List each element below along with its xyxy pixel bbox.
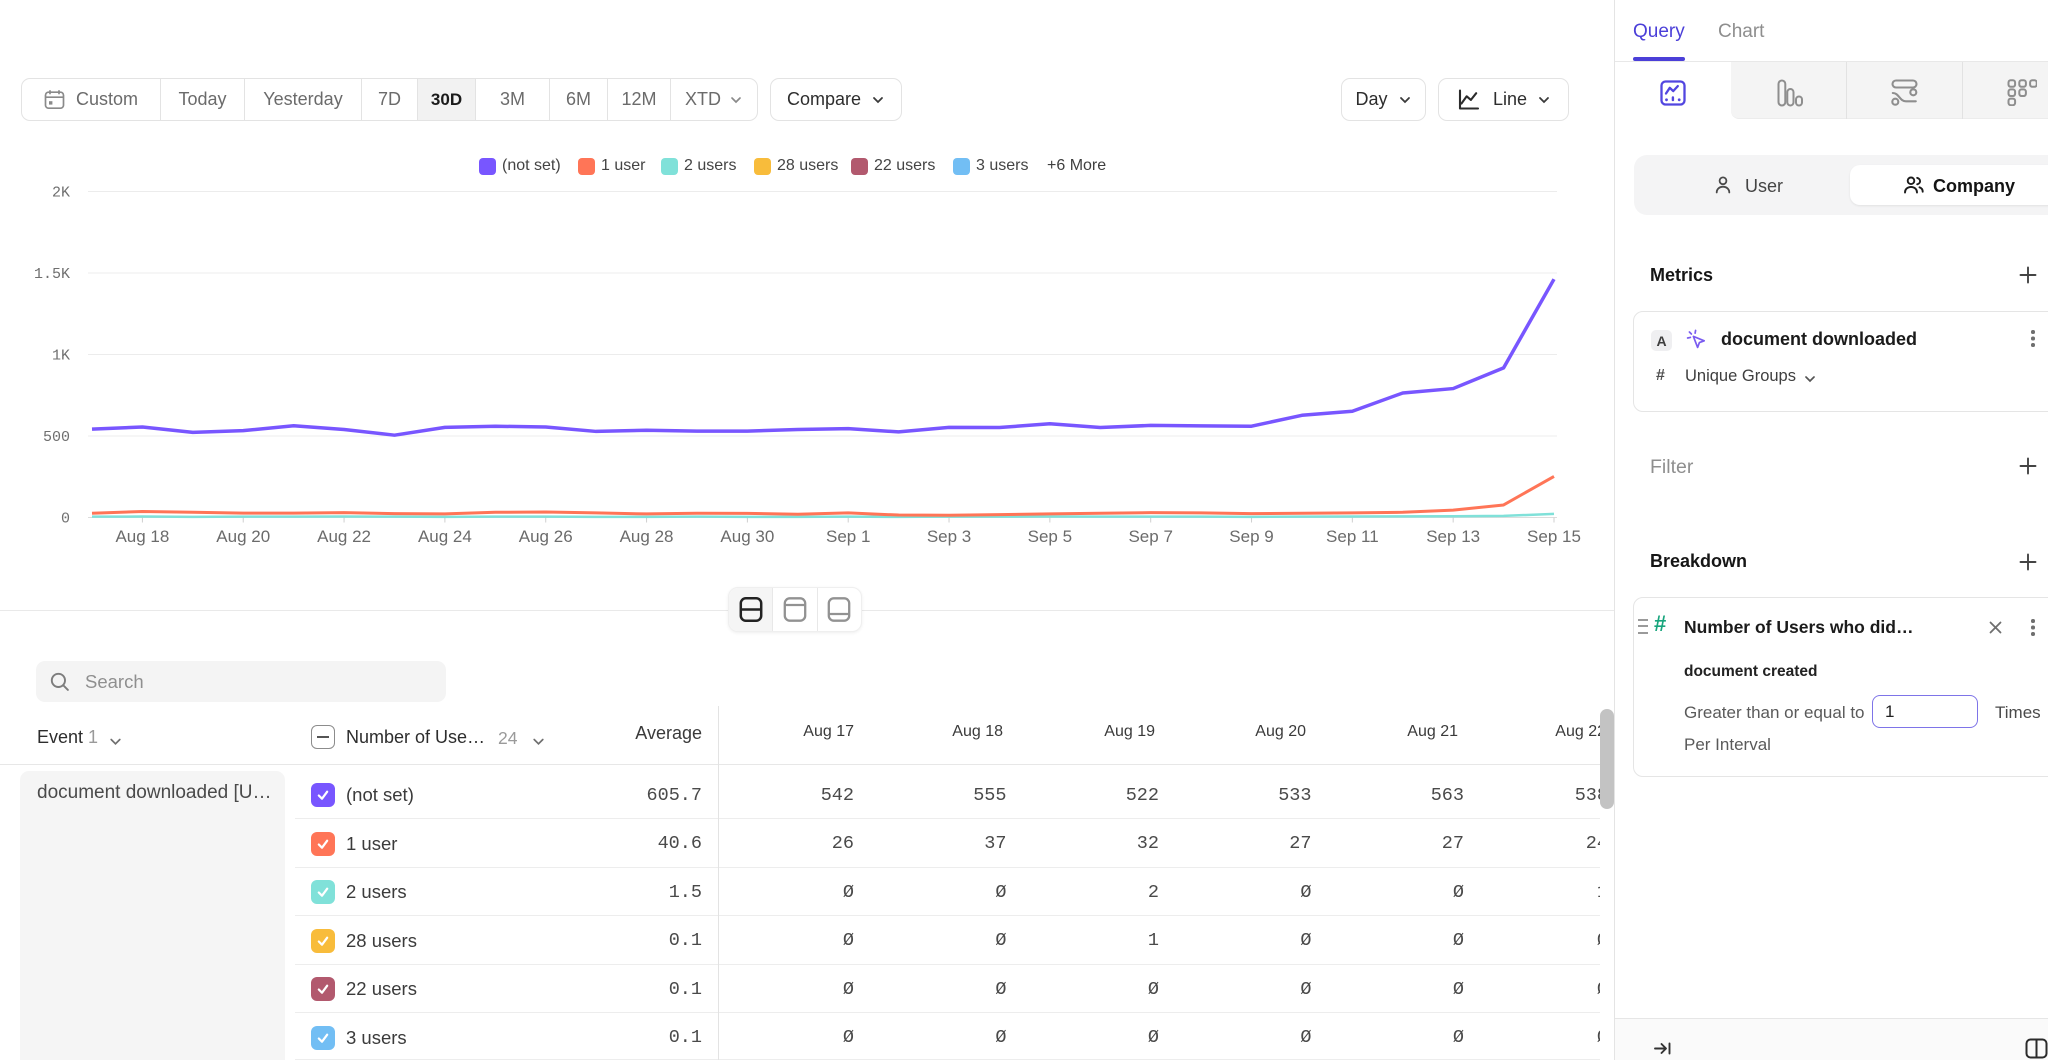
svg-text:Sep 13: Sep 13 <box>1426 527 1480 546</box>
svg-text:0: 0 <box>61 511 70 528</box>
svg-text:Sep 5: Sep 5 <box>1028 527 1072 546</box>
svg-text:500: 500 <box>43 429 70 446</box>
svg-text:Aug 18: Aug 18 <box>115 527 169 546</box>
svg-text:1.5K: 1.5K <box>34 266 70 283</box>
svg-text:Aug 30: Aug 30 <box>720 527 774 546</box>
svg-text:Sep 9: Sep 9 <box>1229 527 1273 546</box>
svg-text:Sep 1: Sep 1 <box>826 527 870 546</box>
svg-text:1K: 1K <box>52 348 70 365</box>
svg-text:Sep 7: Sep 7 <box>1128 527 1172 546</box>
svg-text:Aug 24: Aug 24 <box>418 527 472 546</box>
svg-text:Aug 26: Aug 26 <box>519 527 573 546</box>
svg-text:Sep 3: Sep 3 <box>927 527 971 546</box>
svg-text:Aug 28: Aug 28 <box>620 527 674 546</box>
svg-text:Aug 20: Aug 20 <box>216 527 270 546</box>
svg-text:2K: 2K <box>52 185 70 202</box>
svg-text:Aug 22: Aug 22 <box>317 527 371 546</box>
svg-text:Sep 15: Sep 15 <box>1527 527 1581 546</box>
svg-text:Sep 11: Sep 11 <box>1326 527 1379 546</box>
